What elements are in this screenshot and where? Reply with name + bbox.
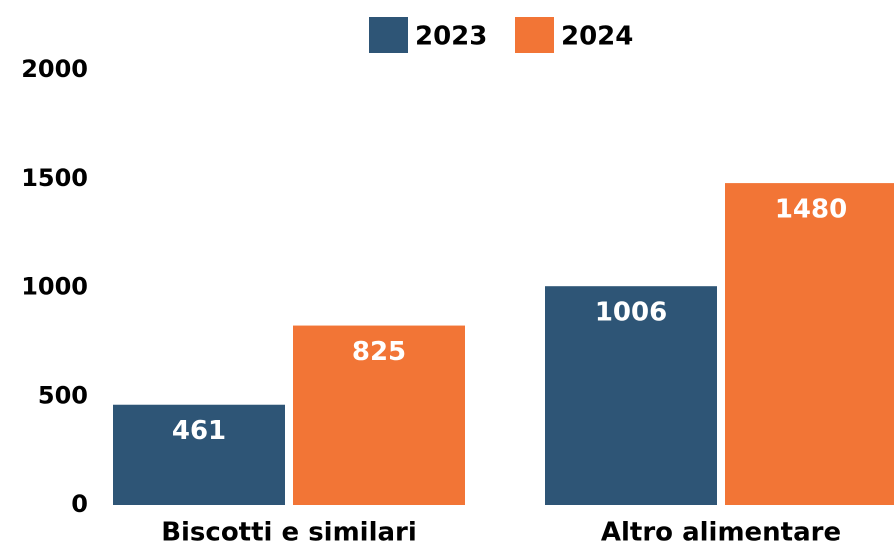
y-tick-label: 2000 xyxy=(21,55,88,83)
bar xyxy=(113,404,285,505)
bar xyxy=(293,325,465,505)
legend-label: 2024 xyxy=(561,22,633,52)
legend-label: 2023 xyxy=(415,22,487,52)
value-label: 825 xyxy=(352,337,406,367)
value-label: 1480 xyxy=(775,195,847,225)
y-tick-label: 1500 xyxy=(21,164,88,192)
x-tick-label: Altro alimentare xyxy=(601,518,841,548)
y-tick-label: 0 xyxy=(71,490,88,518)
legend-swatch xyxy=(515,17,554,53)
y-tick-label: 500 xyxy=(38,381,88,409)
value-label: 1006 xyxy=(595,298,667,328)
x-tick-label: Biscotti e similari xyxy=(161,518,417,548)
y-tick-label: 1000 xyxy=(21,273,88,301)
bar xyxy=(545,286,717,505)
legend-swatch xyxy=(369,17,408,53)
value-label: 461 xyxy=(172,416,226,446)
bar xyxy=(725,183,894,505)
